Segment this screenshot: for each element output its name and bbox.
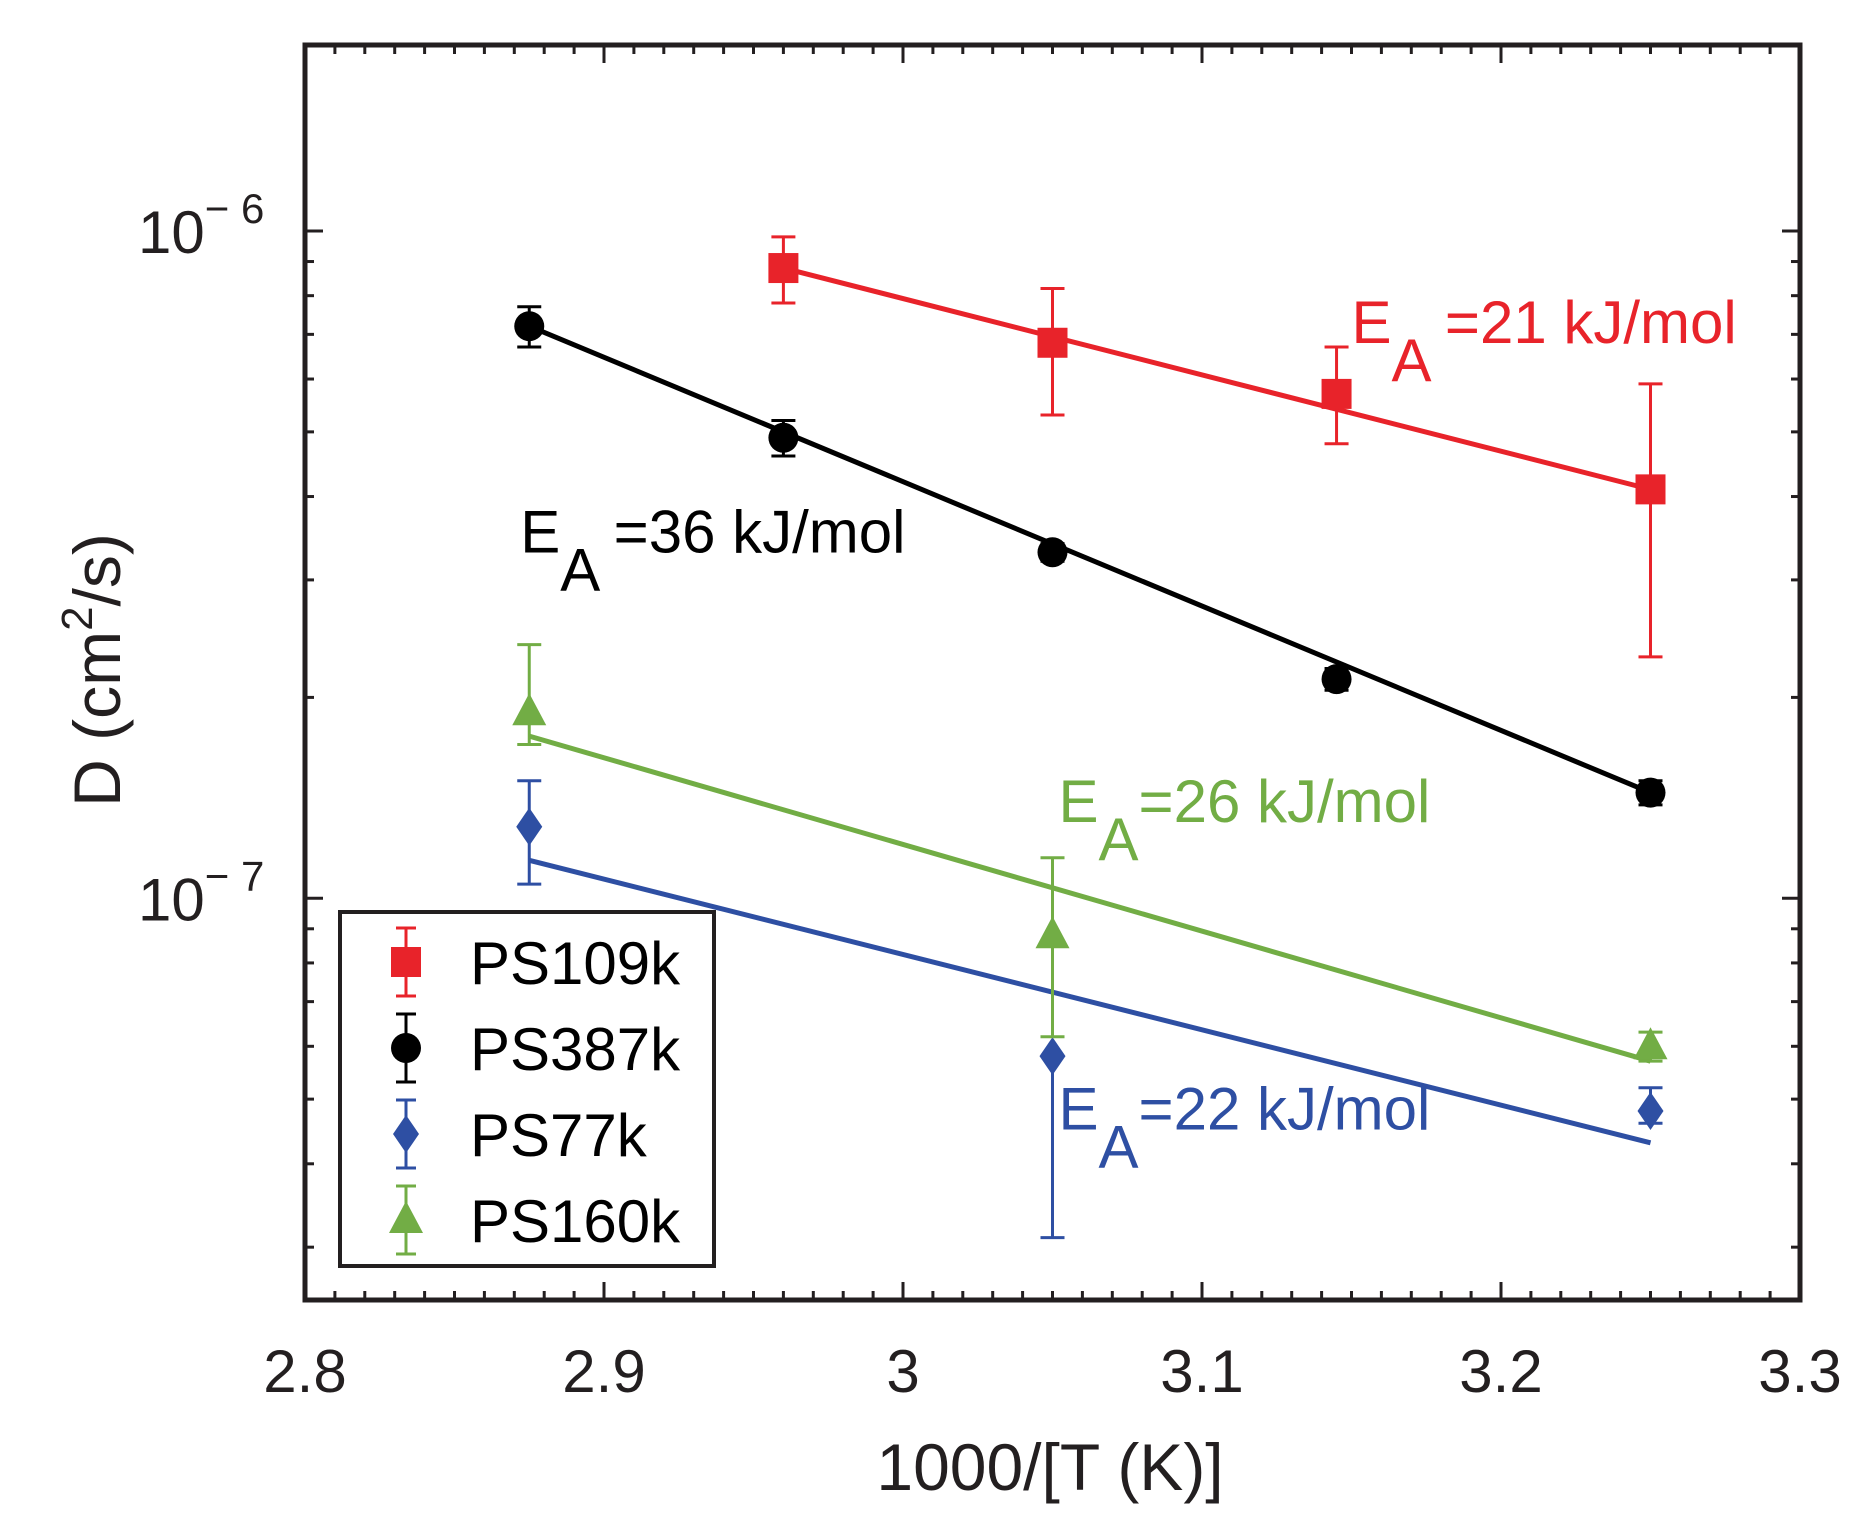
y-tick-label-exponent: − 6 (205, 185, 265, 232)
data-point-ps387k (1037, 537, 1068, 568)
chart-tick-labels: 2.8 2.9 3 3.1 3.2 3.310− 710− 6 (138, 185, 1842, 1405)
data-point-ps109k (1635, 474, 1666, 505)
annotation-subscript: A (1099, 806, 1139, 873)
y-tick-label: 10− 7 (138, 852, 264, 933)
fit-line-ps160k (528, 733, 1652, 1064)
fit-line-ps109k (782, 265, 1652, 492)
y-tick-label-base: 10 (138, 199, 205, 266)
activation-energy-label-ps387k: EA =36 kJ/mol (520, 498, 905, 603)
data-point-ps109k (1321, 378, 1352, 409)
annotation-symbol: E (1352, 289, 1392, 356)
data-point-ps387k (768, 422, 799, 453)
activation-energy-label-ps109k: EA =21 kJ/mol (1352, 289, 1737, 394)
data-point-ps160k (1633, 1027, 1668, 1060)
annotation-symbol: E (1058, 1076, 1098, 1143)
y-tick-label-base: 10 (138, 866, 205, 933)
y-axis-label-tail: /s) (60, 533, 134, 606)
activation-energy-label-ps160k: EA=26 kJ/mol (1058, 768, 1430, 873)
data-point-ps387k (1635, 777, 1666, 808)
y-tick-label-exponent: − 7 (205, 852, 265, 899)
data-point-ps109k (768, 253, 799, 284)
annotation-value: =26 kJ/mol (1139, 768, 1431, 835)
annotation-value: =22 kJ/mol (1139, 1076, 1431, 1143)
annotation-subscript: A (560, 536, 600, 603)
y-axis-label: D (cm2/s) (53, 533, 134, 807)
data-point-ps77k (516, 807, 543, 846)
data-point-ps109k (1037, 327, 1068, 358)
data-point-ps77k (1039, 1037, 1066, 1076)
annotation-subscript: A (1099, 1114, 1139, 1181)
data-point-ps387k (1321, 664, 1352, 695)
legend-label-ps109k: PS109k (470, 930, 681, 997)
x-tick-label: 3.3 (1758, 1338, 1841, 1405)
x-tick-label: 3.1 (1160, 1338, 1243, 1405)
data-point-ps387k (514, 311, 545, 342)
legend-label-ps77k: PS77k (470, 1102, 648, 1169)
x-tick-label: 2.9 (562, 1338, 645, 1405)
legend-marker-ps109k (391, 947, 421, 977)
x-tick-label: 2.8 (263, 1338, 346, 1405)
x-axis-label: 1000/[T (K)] (876, 1430, 1223, 1504)
legend-marker-ps160k (389, 1201, 423, 1233)
chart-axes (302, 42, 1803, 1303)
annotation-symbol: E (520, 498, 560, 565)
x-tick-label: 3.2 (1459, 1338, 1542, 1405)
legend-label-ps387k: PS387k (470, 1016, 681, 1083)
fit-line-ps387k (528, 323, 1652, 795)
legend-marker-ps77k (393, 1115, 419, 1153)
chart-marks (512, 235, 1668, 1240)
fit-line-ps77k (528, 857, 1652, 1146)
y-axis-label-sup: 2 (53, 606, 102, 630)
annotation-symbol: E (1058, 768, 1098, 835)
x-tick-label: 3 (886, 1338, 919, 1405)
legend-marker-ps387k (391, 1033, 421, 1063)
activation-energy-label-ps77k: EA=22 kJ/mol (1058, 1076, 1430, 1181)
data-point-ps77k (1637, 1091, 1664, 1130)
chart-legend: PS109k PS387k PS77k PS160k (338, 910, 716, 1268)
legend-label-ps160k: PS160k (470, 1188, 681, 1255)
annotation-value: =36 kJ/mol (597, 498, 905, 565)
annotation-value: =21 kJ/mol (1428, 289, 1736, 356)
annotation-subscript: A (1392, 327, 1432, 394)
data-point-ps160k (512, 693, 547, 726)
data-point-ps160k (1035, 916, 1070, 949)
y-axis-label-main: D (cm (60, 631, 134, 807)
y-tick-label: 10− 6 (138, 185, 264, 266)
